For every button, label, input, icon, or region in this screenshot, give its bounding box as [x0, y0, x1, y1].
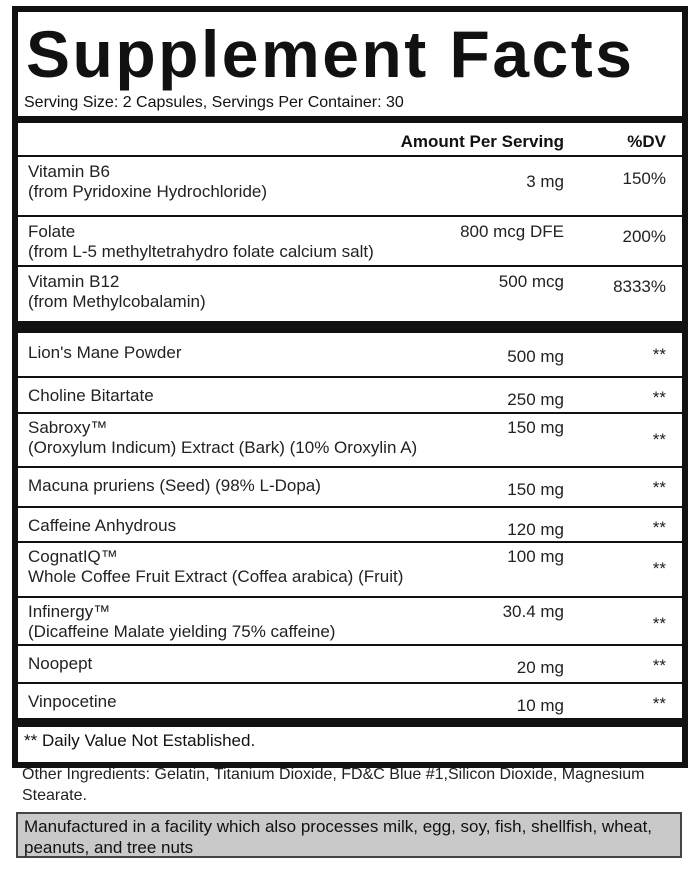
ingredient-amount: 250 mg [507, 390, 564, 409]
thick-rule [18, 718, 682, 727]
other-ingredients: Other Ingredients: Gelatin, Titanium Dio… [22, 766, 645, 804]
ingredient-name: Sabroxy™ [28, 418, 108, 437]
header-dv: %DV [627, 132, 666, 151]
ingredient-amount: 20 mg [516, 658, 564, 677]
ingredient-dv: ** [652, 559, 666, 578]
ingredient-dv: ** [652, 345, 666, 364]
serving-size: Serving Size: 2 Capsules, Servings Per C… [24, 94, 404, 111]
nutrient-source: (from Pyridoxine Hydrochloride) [28, 182, 268, 201]
ingredient-name: Infinergy™ [28, 602, 111, 621]
ingredient-dv: ** [652, 478, 666, 497]
nutrient-amount: 3 mg [526, 172, 564, 191]
ingredient-name: Caffeine Anhydrous [28, 516, 177, 535]
nutrient-source: (from Methylcobalamin) [28, 292, 206, 311]
ingredient-name: CognatIQ™ [28, 547, 118, 566]
rule [18, 682, 682, 684]
nutrient-amount: 800 mcg DFE [460, 222, 564, 241]
ingredient-amount: 150 mg [507, 418, 564, 437]
ingredient-name: Choline Bitartate [28, 386, 154, 405]
thick-rule [18, 321, 682, 333]
ingredient-name: Noopept [28, 654, 93, 673]
nutrient-name: Folate [28, 222, 76, 241]
ingredient-dv: ** [652, 388, 666, 407]
ingredient-source: Whole Coffee Fruit Extract (Coffea arabi… [28, 567, 404, 586]
footnote: ** Daily Value Not Established. [24, 731, 256, 750]
rule [18, 412, 682, 414]
ingredient-dv: ** [652, 656, 666, 675]
ingredient-dv: ** [652, 430, 666, 449]
thick-rule [18, 116, 682, 123]
ingredient-amount: 500 mg [507, 347, 564, 366]
ingredient-name: Vinpocetine [28, 692, 117, 711]
allergen-statement: Manufactured in a facility which also pr… [16, 812, 682, 858]
ingredient-name: Macuna pruriens (Seed) (98% L-Dopa) [28, 476, 321, 495]
ingredient-amount: 150 mg [507, 480, 564, 499]
ingredient-dv: ** [652, 614, 666, 633]
nutrient-dv: 150% [622, 169, 666, 188]
ingredient-source: (Dicaffeine Malate yielding 75% caffeine… [28, 622, 336, 641]
facts-panel: Supplement Facts Serving Size: 2 Capsule… [12, 6, 688, 768]
ingredient-source: (Oroxylum Indicum) Extract (Bark) (10% O… [28, 438, 418, 457]
ingredient-dv: ** [652, 518, 666, 537]
rule [18, 265, 682, 267]
nutrient-amount: 500 mcg [498, 272, 564, 291]
rule [18, 376, 682, 378]
ingredient-name: Lion's Mane Powder [28, 343, 182, 362]
nutrient-dv: 200% [622, 227, 666, 246]
ingredient-dv: ** [652, 694, 666, 713]
nutrient-name: Vitamin B12 [28, 272, 120, 291]
rule [18, 596, 682, 598]
rule [18, 215, 682, 217]
nutrient-name: Vitamin B6 [28, 162, 110, 181]
ingredient-amount: 30.4 mg [502, 602, 564, 621]
header-amount: Amount Per Serving [400, 132, 564, 151]
rule [18, 541, 682, 543]
ingredient-amount: 10 mg [516, 696, 564, 715]
title: Supplement Facts [26, 17, 635, 91]
ingredient-amount: 100 mg [507, 547, 564, 566]
rule [18, 155, 682, 157]
rule [18, 644, 682, 646]
ingredient-amount: 120 mg [507, 520, 564, 539]
rule [18, 466, 682, 468]
nutrient-source: (from L-5 methyltetrahydro folate calciu… [28, 242, 374, 261]
nutrient-dv: 8333% [613, 277, 666, 296]
rule [18, 506, 682, 508]
